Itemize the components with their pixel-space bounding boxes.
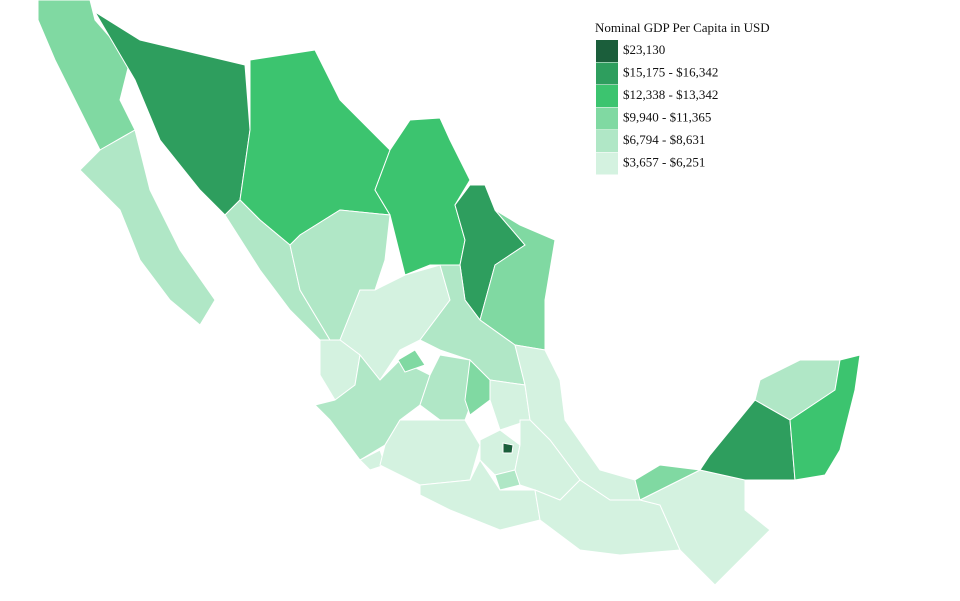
legend-swatch [596, 40, 618, 62]
baja-california-sur [79, 129, 216, 326]
aguascalientes [397, 349, 426, 373]
legend-swatch [596, 85, 618, 107]
legend-swatch [596, 107, 618, 130]
coahuila [374, 117, 471, 276]
michoacan [379, 419, 481, 486]
legend: Nominal GDP Per Capita in USD $23,130 $15… [595, 20, 770, 175]
legend-label: $9,940 - $11,365 [623, 109, 711, 124]
states [37, 0, 861, 586]
queretaro [464, 358, 491, 416]
ciudad-de-mexico [502, 442, 514, 454]
legend-swatch [596, 130, 618, 152]
legend-label: $15,175 - $16,342 [623, 64, 718, 79]
quintana-roo [789, 354, 861, 481]
legend-title: Nominal GDP Per Capita in USD [595, 20, 770, 35]
baja-california [37, 0, 136, 151]
zacatecas [339, 264, 451, 381]
hidalgo [489, 379, 531, 431]
legend-label: $6,794 - $8,631 [623, 132, 705, 147]
legend-label: $3,657 - $6,251 [623, 154, 705, 169]
legend-label: $23,130 [623, 42, 665, 57]
legend-swatch [596, 62, 618, 85]
tabasco [634, 464, 702, 501]
legend-swatch [596, 152, 618, 175]
legend-label: $12,338 - $13,342 [623, 87, 718, 102]
